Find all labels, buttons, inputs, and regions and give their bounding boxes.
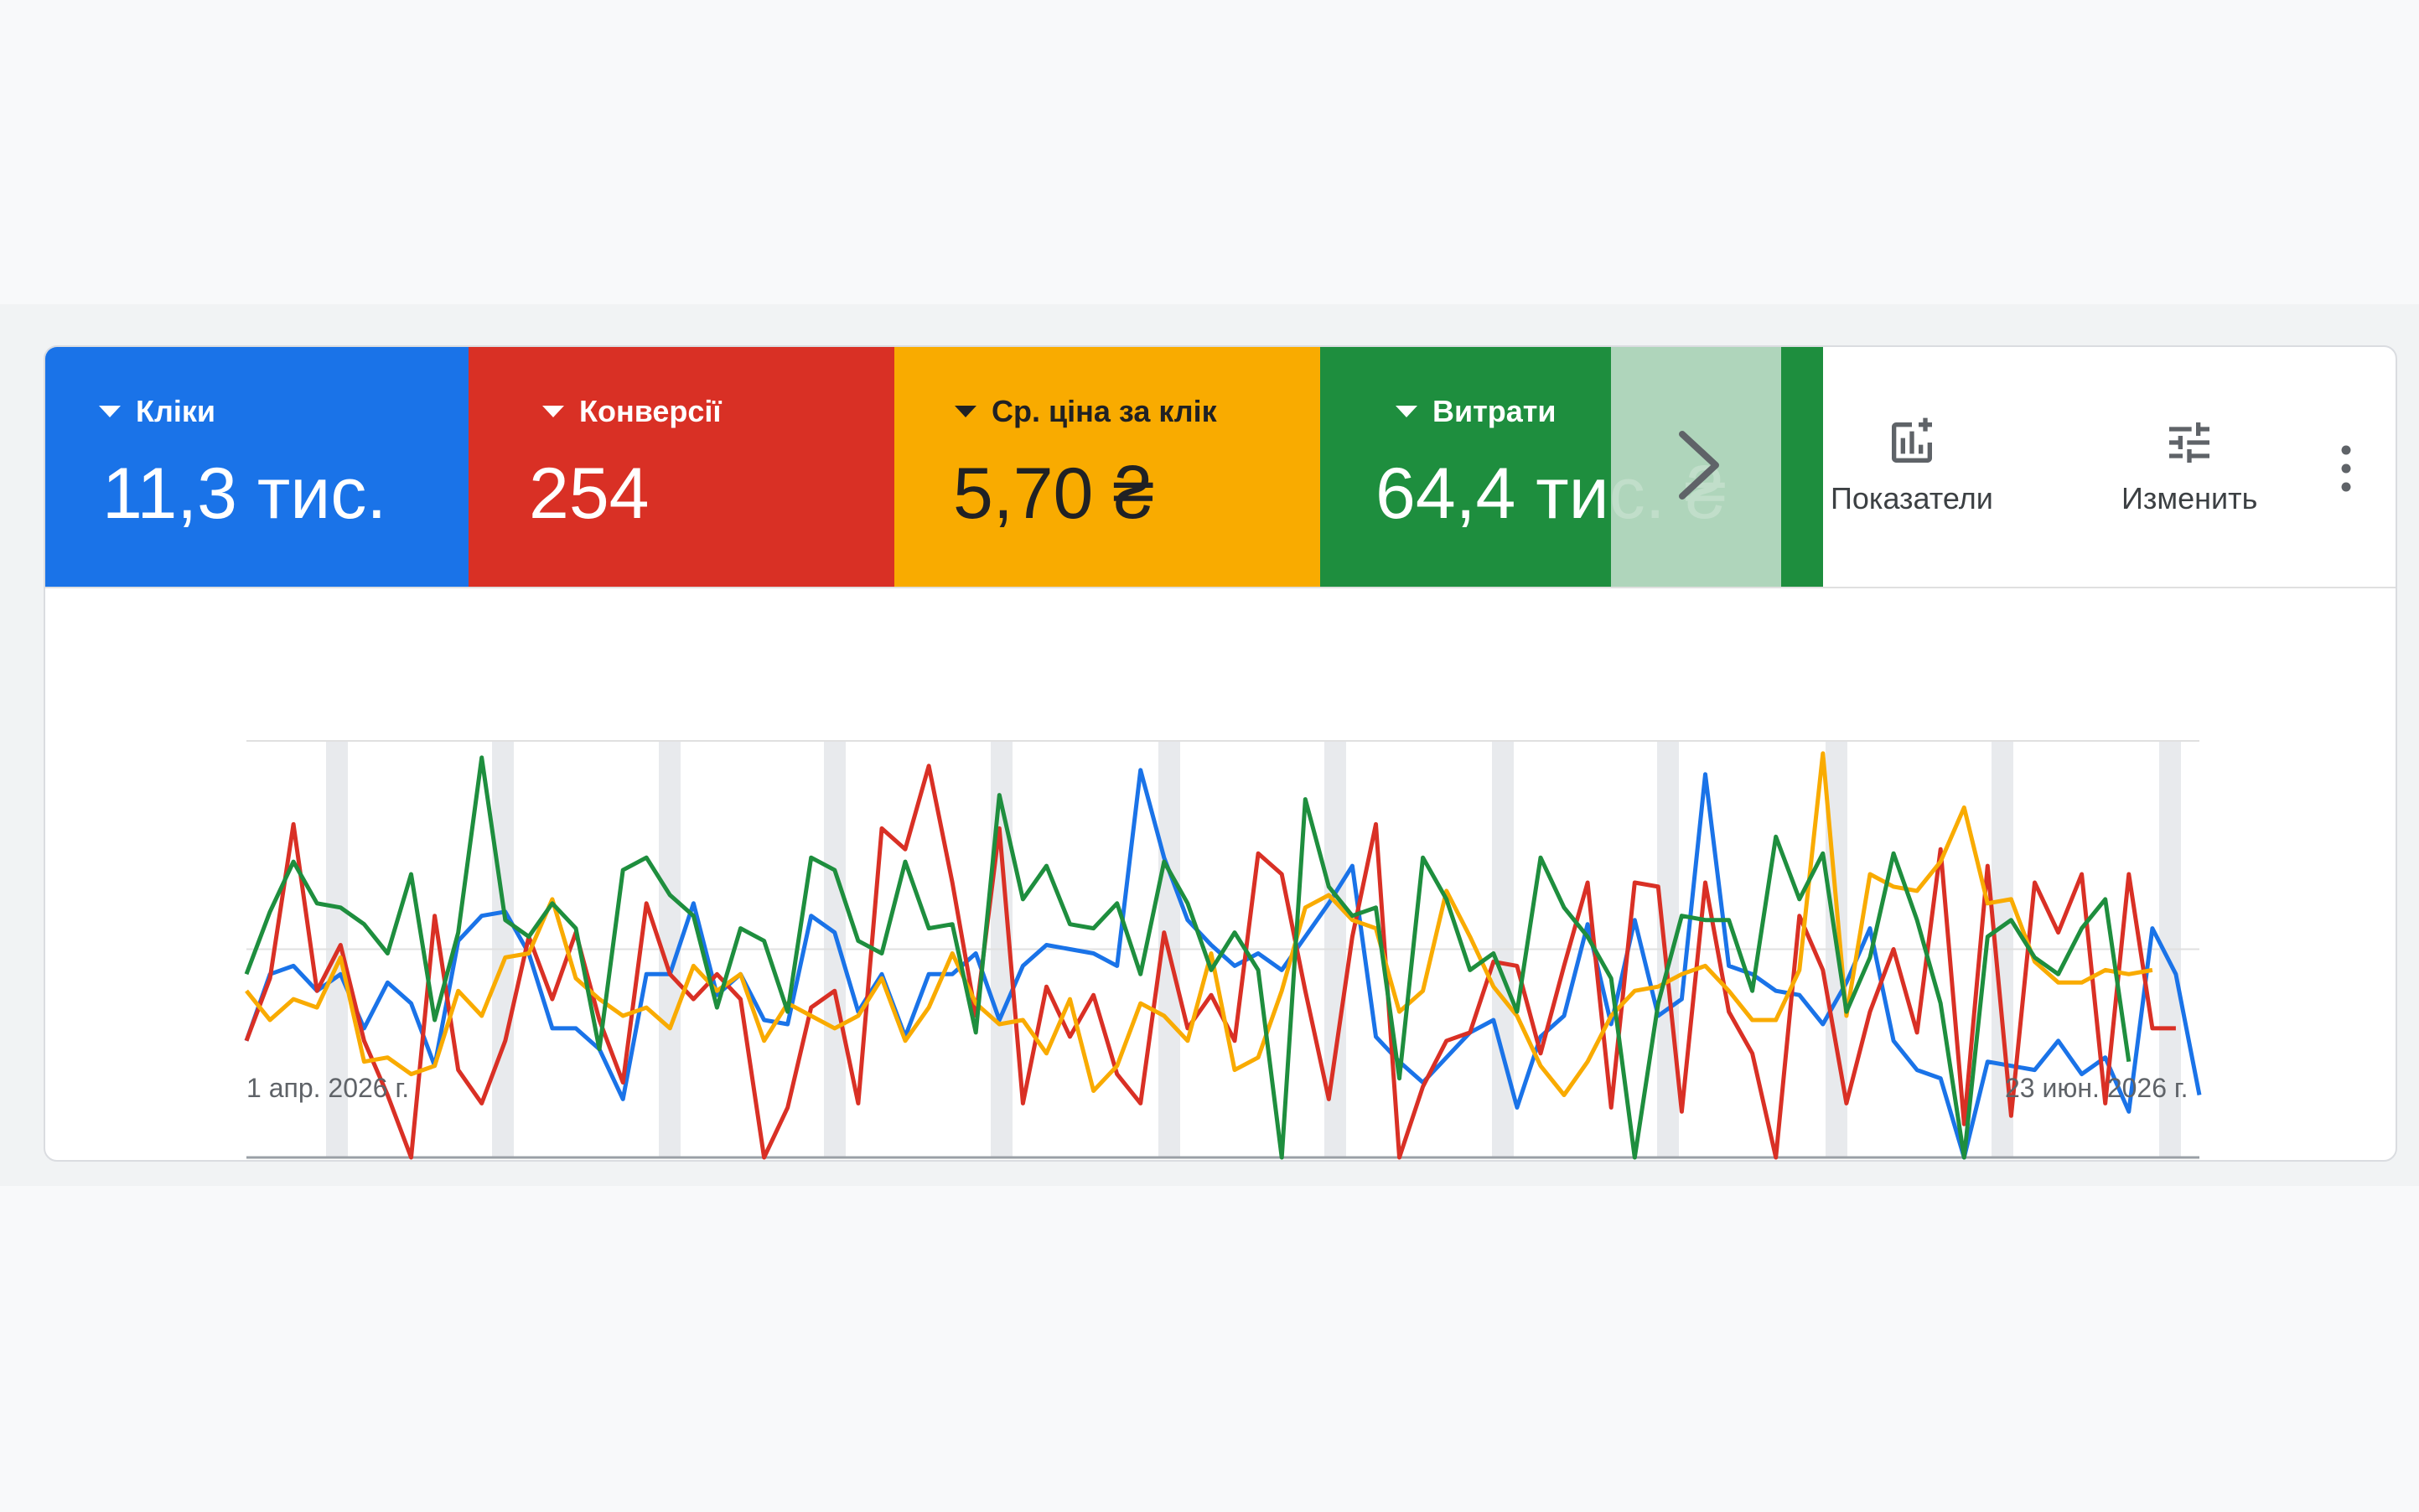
- edit-button-label: Изменить: [2121, 481, 2258, 515]
- more-vert-icon: [2341, 445, 2351, 492]
- metric-label: Конверсії: [542, 394, 722, 429]
- dropdown-caret-icon: [542, 406, 564, 417]
- metric-label: Ср. ціна за клік: [955, 394, 1217, 429]
- x-axis-end-label: 23 июн. 2026 г.: [2005, 1073, 2188, 1103]
- metric-label-text: Витрати: [1432, 394, 1557, 428]
- metrics-button-label: Показатели: [1831, 481, 1993, 515]
- edit-button[interactable]: Изменить: [2121, 416, 2257, 516]
- scroll-fade-overlay: [1611, 347, 1781, 587]
- metric-value: 11,3 тис.: [102, 453, 387, 534]
- performance-chart: [244, 740, 2202, 1160]
- metric-label: Витрати: [1396, 394, 1557, 429]
- metric-card-avg-cpc[interactable]: Ср. ціна за клік 5,70 ₴: [894, 347, 1320, 587]
- chevron-right-icon: [1679, 431, 1719, 500]
- metric-label: Кліки: [99, 394, 215, 429]
- metric-label-text: Кліки: [136, 394, 215, 428]
- metric-value: 254: [529, 453, 650, 534]
- add-chart-icon: [1891, 417, 1932, 463]
- more-options-button[interactable]: [2334, 439, 2359, 498]
- x-axis-start-label: 1 апр. 2026 г.: [246, 1073, 410, 1103]
- tune-icon: [2169, 422, 2210, 463]
- series-line-Ср. ціна за клік: [245, 751, 2153, 1097]
- dropdown-caret-icon: [1396, 406, 1417, 417]
- dropdown-caret-icon: [955, 406, 976, 417]
- scorecard-row: Кліки 11,3 тис. Конверсії 254 Ср. ціна з…: [45, 347, 2396, 588]
- next-metrics-button[interactable]: [1667, 427, 1734, 503]
- metrics-button[interactable]: Показатели: [1831, 416, 1993, 516]
- metric-card-conversions[interactable]: Конверсії 254: [469, 347, 894, 587]
- performance-card: Кліки 11,3 тис. Конверсії 254 Ср. ціна з…: [44, 345, 2397, 1162]
- dropdown-caret-icon: [99, 406, 121, 417]
- series-line-Витрати: [244, 755, 2132, 1160]
- tab-shadow: [75, 289, 461, 304]
- metric-label-text: Конверсії: [579, 394, 722, 428]
- metric-card-clicks[interactable]: Кліки 11,3 тис.: [45, 347, 469, 587]
- metric-label-text: Ср. ціна за клік: [992, 394, 1217, 428]
- metric-value: 5,70 ₴: [953, 453, 1154, 534]
